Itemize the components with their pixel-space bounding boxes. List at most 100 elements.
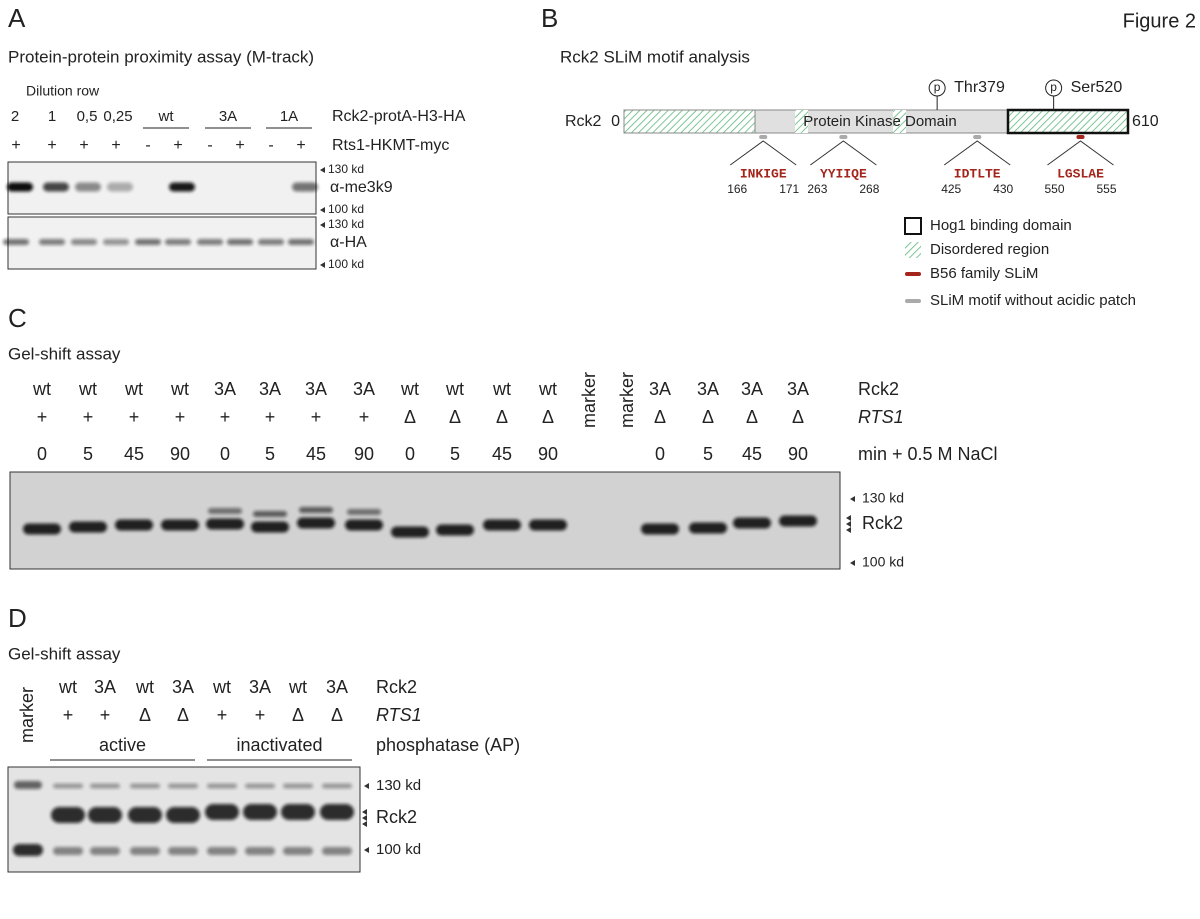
lane-rts1: Δ: [746, 407, 758, 427]
band: [165, 239, 191, 245]
band: [779, 515, 817, 527]
band: [7, 182, 33, 192]
sign: +: [296, 137, 305, 154]
sign: +: [173, 137, 182, 154]
lane-rts1: +: [311, 407, 322, 427]
lane-time: 5: [83, 444, 93, 464]
lane-label: wt: [158, 108, 175, 125]
antibody-label: α-me3k9: [330, 179, 393, 196]
band: [320, 804, 354, 820]
row-label: Rck2: [376, 677, 417, 697]
lane-rck2: wt: [212, 677, 231, 697]
site-label: Ser520: [1071, 79, 1123, 96]
lane-time: 0: [37, 444, 47, 464]
lane-rts1: Δ: [331, 705, 343, 725]
lane-rck2: 3A: [697, 379, 719, 399]
legend-label: SLiM motif without acidic patch: [930, 292, 1136, 309]
band: [641, 523, 679, 535]
band: [288, 239, 314, 245]
lane-rck2: 3A: [649, 379, 671, 399]
legend-label: Disordered region: [930, 241, 1049, 258]
size-marker: 130 kd: [376, 777, 421, 794]
band: [243, 804, 277, 820]
lane-rts1: Δ: [292, 705, 304, 725]
marker-label: marker: [579, 372, 599, 428]
lane-rck2: wt: [288, 677, 307, 697]
row-label: RTS1: [376, 705, 422, 725]
band: [251, 521, 289, 533]
band: [90, 783, 120, 789]
sequence-end: 610: [1132, 113, 1159, 130]
marker-arrow: [320, 222, 325, 228]
panel-letter: D: [8, 603, 27, 633]
motif-start: 425: [941, 182, 961, 196]
lane-rck2: wt: [124, 379, 143, 399]
motif-fan: [1047, 140, 1114, 166]
lane-time: 0: [220, 444, 230, 464]
lane-rck2: wt: [400, 379, 419, 399]
group-label: inactivated: [236, 735, 322, 755]
lane-time: 90: [354, 444, 374, 464]
band: [115, 519, 153, 531]
legend-icon: [904, 217, 922, 235]
marker-arrow: [320, 167, 325, 173]
lane-rck2: wt: [32, 379, 51, 399]
band: [689, 522, 727, 534]
panel-letter: B: [541, 3, 558, 33]
lane-rck2: wt: [492, 379, 511, 399]
lane-rts1: +: [63, 705, 74, 725]
band: [208, 508, 242, 514]
band: [529, 519, 567, 531]
lane-rts1: Δ: [702, 407, 714, 427]
band: [75, 182, 101, 192]
lane-rck2: 3A: [353, 379, 375, 399]
phospho-symbol: p: [934, 80, 941, 94]
band: [283, 783, 313, 789]
band: [103, 239, 129, 245]
sequence-start: 0: [611, 113, 620, 130]
band: [168, 783, 198, 789]
lane-rts1: Δ: [404, 407, 416, 427]
sign: -: [207, 137, 212, 154]
marker-arrow: [846, 521, 851, 527]
lane-rck2: 3A: [172, 677, 194, 697]
protein-label: Rck2: [565, 113, 602, 130]
lane-rck2: wt: [135, 677, 154, 697]
size-marker: Rck2: [862, 513, 903, 533]
band: [53, 783, 83, 789]
band: [206, 518, 244, 530]
antibody-label: α-HA: [330, 234, 367, 251]
band: [107, 182, 133, 192]
motif-sequence: YYIIQE: [820, 166, 867, 181]
band: [69, 521, 107, 533]
panel-letter: A: [8, 3, 26, 33]
band: [166, 807, 200, 823]
lane-rts1: Δ: [542, 407, 554, 427]
motif-sequence: INKIGE: [740, 166, 787, 181]
lane-time: 45: [742, 444, 762, 464]
lane-time: 5: [265, 444, 275, 464]
lane-time: 0: [405, 444, 415, 464]
lane-label: 3A: [219, 108, 237, 125]
band: [90, 847, 120, 855]
size-marker: 130 kd: [328, 217, 364, 231]
panel-title: Protein-protein proximity assay (M-track…: [8, 47, 314, 66]
domain-label: Protein Kinase Domain: [803, 113, 956, 130]
band: [207, 783, 237, 789]
sign: -: [268, 137, 273, 154]
lane-rck2: 3A: [259, 379, 281, 399]
panel-title: Gel-shift assay: [8, 644, 121, 663]
band: [51, 807, 85, 823]
motif-start: 263: [807, 182, 827, 196]
dilution-label: Dilution row: [26, 83, 100, 99]
band: [283, 847, 313, 855]
band: [88, 807, 122, 823]
lane-rck2: 3A: [787, 379, 809, 399]
marker-arrow: [846, 515, 851, 521]
sign: -: [145, 137, 150, 154]
size-marker: 100 kd: [376, 841, 421, 858]
lane-rck2: wt: [78, 379, 97, 399]
lane-time: 45: [492, 444, 512, 464]
size-marker: 130 kd: [862, 490, 904, 506]
